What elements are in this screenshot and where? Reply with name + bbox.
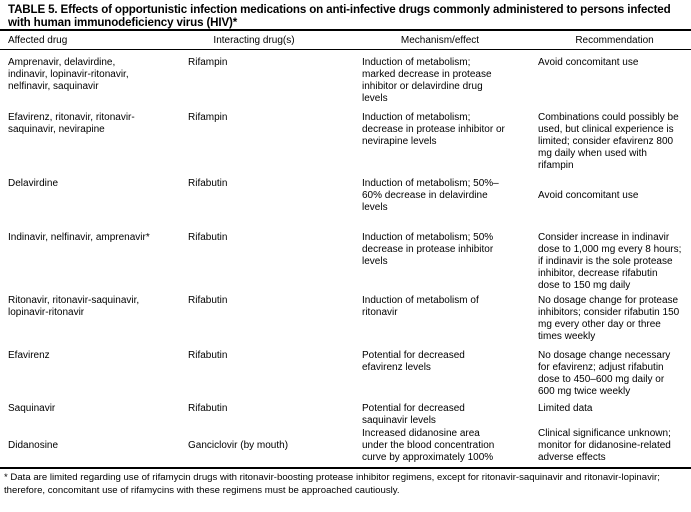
mechanism-cell: Increased didanosine area under the bloo… <box>362 428 495 463</box>
bottom-rule <box>0 467 691 469</box>
interacting-drug-cell: Rifabutin <box>188 178 228 189</box>
affected-drug-cell: Amprenavir, delavirdine, indinavir, lopi… <box>8 57 129 92</box>
interacting-drug-cell: Rifabutin <box>188 350 228 361</box>
interacting-drug-cell: Rifampin <box>188 57 228 68</box>
recommendation-cell: Avoid concomitant use <box>538 190 639 201</box>
affected-drug-cell: Saquinavir <box>8 403 56 414</box>
header-affected-drug: Affected drug <box>8 35 68 46</box>
recommendation-cell: Avoid concomitant use <box>538 57 639 68</box>
mechanism-cell: Potential for decreased efavirenz levels <box>362 350 465 373</box>
interacting-drug-cell: Rifabutin <box>188 232 228 243</box>
interacting-drug-cell: Rifabutin <box>188 403 228 414</box>
affected-drug-cell: Ritonavir, ritonavir-saquinavir, lopinav… <box>8 295 140 318</box>
recommendation-cell: Clinical significance unknown; monitor f… <box>538 428 671 463</box>
mechanism-cell: Induction of metabolism; 50%– 60% decrea… <box>362 178 499 213</box>
affected-drug-cell: Delavirdine <box>8 178 59 189</box>
mechanism-cell: Induction of metabolism; marked decrease… <box>362 57 492 104</box>
recommendation-cell: Combinations could possibly be used, but… <box>538 112 679 171</box>
mechanism-cell: Potential for decreased saquinavir level… <box>362 403 465 426</box>
header-rule <box>0 49 691 50</box>
mechanism-cell: Induction of metabolism; decrease in pro… <box>362 112 505 147</box>
recommendation-cell: Limited data <box>538 403 593 414</box>
mechanism-cell: Induction of metabolism; 50% decrease in… <box>362 232 494 267</box>
affected-drug-cell: Efavirenz <box>8 350 50 361</box>
affected-drug-cell: Didanosine <box>8 440 59 451</box>
interacting-drug-cell: Rifabutin <box>188 295 228 306</box>
affected-drug-cell: Indinavir, nelfinavir, amprenavir* <box>8 232 150 243</box>
mechanism-cell: Induction of metabolism of ritonavir <box>362 295 479 318</box>
table-title: TABLE 5. Effects of opportunistic infect… <box>8 3 671 29</box>
affected-drug-cell: Efavirenz, ritonavir, ritonavir- saquina… <box>8 112 135 135</box>
recommendation-cell: No dosage change necessary for efavirenz… <box>538 350 671 397</box>
recommendation-cell: No dosage change for protease inhibitors… <box>538 295 680 342</box>
header-interacting-drug: Interacting drug(s) <box>213 35 295 46</box>
recommendation-cell: Consider increase in indinavir dose to 1… <box>538 232 682 291</box>
interacting-drug-cell: Rifampin <box>188 112 228 123</box>
interacting-drug-cell: Ganciclovir (by mouth) <box>188 440 289 451</box>
footnote: * Data are limited regarding use of rifa… <box>4 472 660 496</box>
header-recommendation: Recommendation <box>575 35 654 46</box>
header-mechanism: Mechanism/effect <box>400 35 480 46</box>
title-rule <box>0 29 691 31</box>
